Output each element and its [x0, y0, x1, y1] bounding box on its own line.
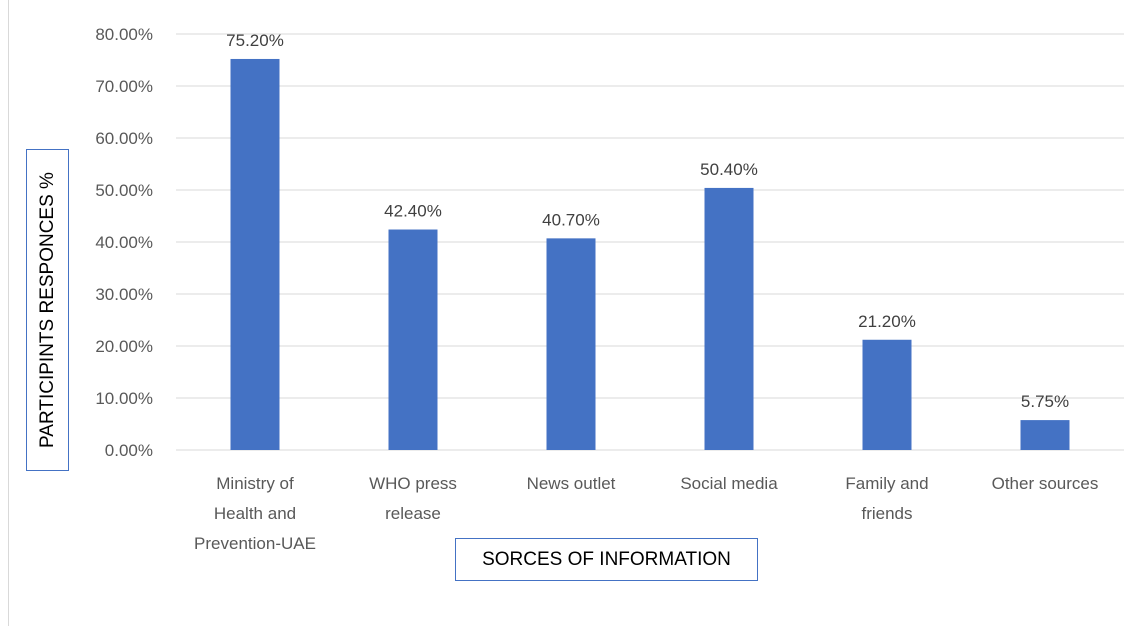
bar	[546, 238, 596, 450]
y-axis-ticks: 0.00% 10.00% 20.00% 30.00% 40.00% 50.00% 60.00…	[95, 25, 153, 460]
x-category-label: Ministry of	[216, 474, 294, 493]
y-tick-label: 20.00%	[95, 337, 153, 356]
y-axis-title-text: PARTICIPINTS RESPONCES %	[36, 172, 58, 448]
x-category-label: Other sources	[992, 474, 1099, 493]
bar	[704, 187, 754, 451]
data-label: 50.40%	[700, 160, 758, 179]
x-category-label: Health and	[214, 504, 296, 523]
x-category-label: Social media	[680, 474, 778, 493]
chart-frame	[8, 0, 1141, 626]
y-tick-label: 80.00%	[95, 25, 153, 44]
x-axis-title: SORCES OF INFORMATION	[455, 538, 758, 581]
y-tick-label: 70.00%	[95, 77, 153, 96]
data-labels: 75.20% 42.40% 40.70% 50.40% 21.20% 5.75%	[226, 31, 1069, 411]
gridlines	[176, 33, 1124, 451]
x-category-label: News outlet	[527, 474, 616, 493]
x-category-label: Family and	[845, 474, 928, 493]
data-label: 42.40%	[384, 202, 442, 221]
data-label: 75.20%	[226, 31, 284, 50]
bar	[230, 58, 280, 451]
x-category-label: Prevention-UAE	[194, 534, 316, 553]
data-label: 40.70%	[542, 210, 600, 229]
x-category-label: WHO press	[369, 474, 457, 493]
bar	[388, 229, 438, 450]
y-axis-title: PARTICIPINTS RESPONCES %	[26, 149, 69, 471]
y-tick-label: 0.00%	[105, 441, 153, 460]
x-category-label: release	[385, 504, 441, 523]
y-tick-label: 10.00%	[95, 389, 153, 408]
y-tick-label: 40.00%	[95, 233, 153, 252]
bars	[230, 58, 1070, 451]
bar	[1020, 420, 1070, 450]
x-category-label: friends	[861, 504, 912, 523]
y-tick-label: 50.00%	[95, 181, 153, 200]
bar	[862, 339, 912, 450]
data-label: 5.75%	[1021, 392, 1069, 411]
y-tick-label: 60.00%	[95, 129, 153, 148]
data-label: 21.20%	[858, 312, 916, 331]
x-axis-categories: Ministry of Health and Prevention-UAE WHO p…	[194, 474, 1098, 553]
y-tick-label: 30.00%	[95, 285, 153, 304]
